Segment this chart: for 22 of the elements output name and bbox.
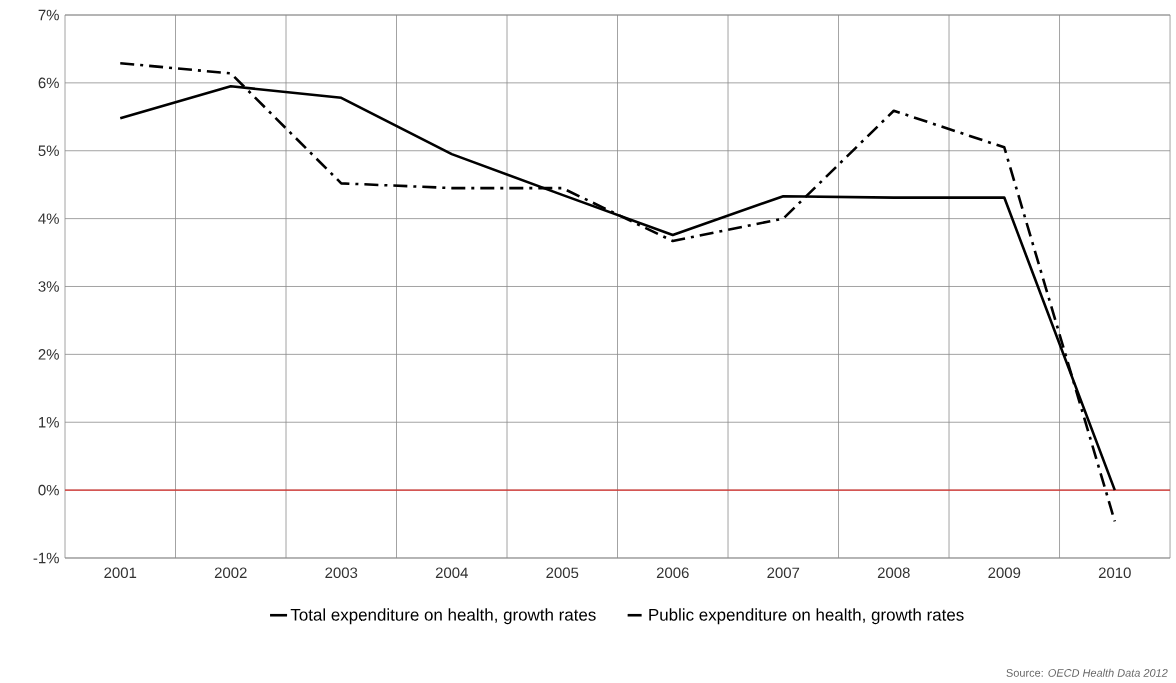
y-tick-label: 3% [38,281,59,292]
x-tick-label: 2009 [988,567,1021,579]
x-tick-label: 2001 [104,567,137,579]
y-tick-label: -1% [33,552,59,564]
x-tick-label: 2008 [877,567,910,579]
x-tick-label: 2005 [546,567,579,579]
source-note: Source: OECD Health Data 2012 [1006,668,1168,677]
y-tick-label: 0% [38,484,59,496]
legend-label: Total expenditure on health, growth rates [290,608,596,625]
x-tick-label: 2002 [214,567,247,579]
y-tick-label: 2% [38,349,59,360]
legend-label: Public expenditure on health, growth rates [649,608,964,625]
y-tick-label: 4% [38,213,59,224]
x-tick-label: 2004 [435,567,468,579]
x-tick-label: 2006 [656,567,689,579]
y-tick-label: 5% [38,145,59,156]
x-tick-label: 2010 [1098,567,1131,579]
x-tick-label: 2003 [325,567,358,579]
y-tick-label: 6% [38,77,59,89]
y-tick-label: 7% [38,9,59,21]
y-tick-label: 1% [39,417,59,428]
x-tick-label: 2007 [767,567,800,579]
